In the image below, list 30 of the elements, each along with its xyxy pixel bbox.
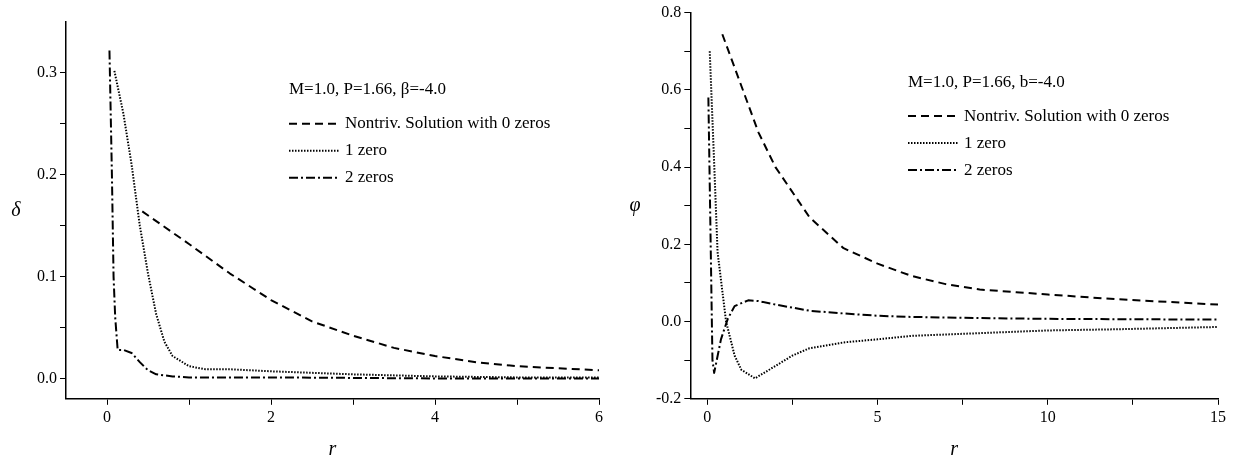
x-axis-title: r bbox=[328, 437, 337, 460]
y-tick-label: 0.1 bbox=[37, 266, 57, 284]
x-tick-label: 15 bbox=[1210, 407, 1226, 425]
y-tick-label: 0.0 bbox=[37, 368, 57, 386]
x-tick-label: 2 bbox=[267, 407, 275, 425]
legend-label: 1 zero bbox=[964, 132, 1007, 152]
legend-label: 1 zero bbox=[345, 140, 388, 160]
y-tick-label: 0.3 bbox=[37, 63, 57, 81]
x-tick-label: 0 bbox=[703, 407, 712, 425]
y-tick-label: 0.2 bbox=[661, 234, 682, 252]
legend-label: Nontriv. Solution with 0 zeros bbox=[345, 113, 551, 133]
y-tick-label: 0.0 bbox=[661, 311, 682, 329]
x-tick-label: 6 bbox=[595, 407, 603, 425]
legend-label: 2 zeros bbox=[345, 167, 394, 187]
x-tick-label: 4 bbox=[431, 407, 439, 425]
y-tick-label: 0.4 bbox=[661, 157, 682, 175]
y-axis-title: δ bbox=[11, 197, 22, 220]
legend-label: 2 zeros bbox=[964, 159, 1013, 179]
y-axis-title: φ bbox=[629, 192, 641, 216]
x-tick-label: 10 bbox=[1039, 407, 1056, 425]
legend-title: M=1.0, P=1.66, b=-4.0 bbox=[908, 71, 1065, 91]
legend-title: M=1.0, P=1.66, β=-4.0 bbox=[289, 79, 446, 99]
y-tick-label: 0.8 bbox=[661, 2, 682, 20]
y-tick-label: 0.2 bbox=[37, 164, 57, 182]
legend-label: Nontriv. Solution with 0 zeros bbox=[964, 105, 1170, 125]
x-tick-label: 5 bbox=[873, 407, 882, 425]
y-tick-label: -0.2 bbox=[656, 389, 682, 406]
x-axis-title: r bbox=[950, 437, 959, 460]
x-tick-label: 0 bbox=[103, 407, 111, 425]
y-tick-label: 0.6 bbox=[661, 80, 682, 98]
